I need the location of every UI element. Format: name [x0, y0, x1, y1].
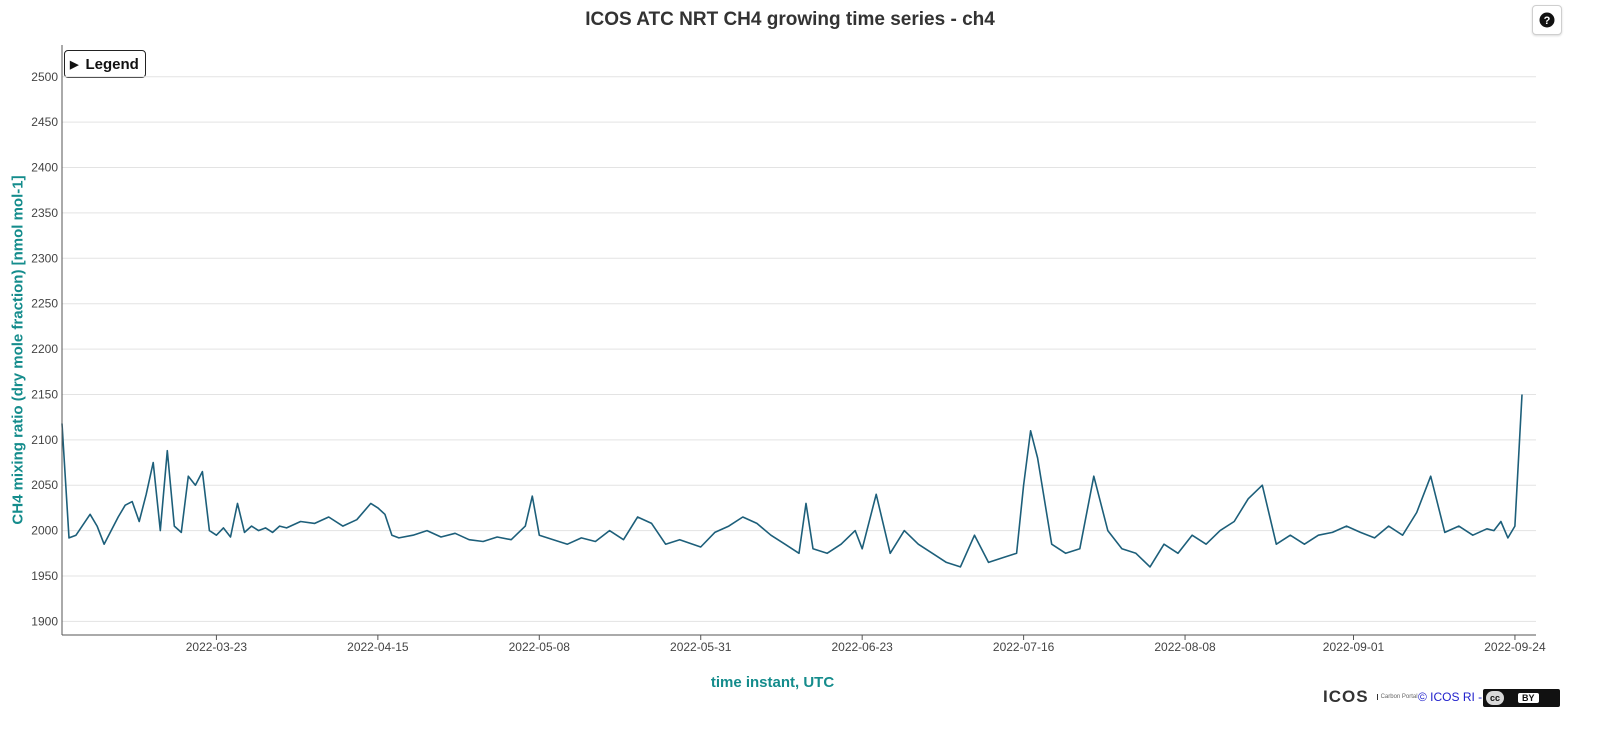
legend-toggle-button[interactable]: ▶ Legend	[64, 50, 146, 78]
x-tick-label: 2022-09-24	[1484, 640, 1546, 654]
y-tick-label: 2150	[31, 387, 58, 401]
x-tick-label: 2022-04-15	[347, 640, 409, 654]
x-tick-label: 2022-09-01	[1323, 640, 1385, 654]
grid-lines	[62, 76, 1536, 622]
y-tick-label: 2300	[31, 251, 58, 265]
help-button[interactable]: ?	[1532, 5, 1562, 35]
chart-title: ICOS ATC NRT CH4 growing time series - c…	[585, 9, 995, 30]
series-line	[61, 394, 1523, 568]
cc-icon: cc	[1486, 691, 1504, 705]
cc-license-badge[interactable]: cc BY	[1483, 689, 1560, 707]
x-tick-label: 2022-05-31	[670, 640, 732, 654]
y-axis-label: CH4 mixing ratio (dry mole fraction) [nm…	[9, 175, 27, 525]
x-tick-label: 2022-03-23	[186, 640, 248, 654]
x-tick-label: 2022-07-16	[993, 640, 1055, 654]
x-axis-ticks: 2022-03-23 2022-04-15 2022-05-08 2022-05-31…	[186, 635, 1546, 654]
y-axis-ticks: 1900 1950 2000 2050 2100 2150 2200 2250 2300 2350…	[31, 70, 58, 629]
series-group	[61, 394, 1523, 568]
axes	[61, 45, 1536, 636]
y-tick-label: 2400	[31, 161, 58, 175]
question-circle-icon: ?	[1539, 12, 1555, 28]
icos-logo-subtext: Carbon Portal	[1376, 694, 1418, 700]
x-tick-label: 2022-08-08	[1154, 640, 1216, 654]
triangle-right-icon: ▶	[70, 58, 79, 71]
y-tick-label: 1950	[31, 569, 58, 583]
y-tick-label: 2350	[31, 206, 58, 220]
legend-label: Legend	[85, 55, 139, 73]
y-tick-label: 2100	[31, 433, 58, 447]
y-tick-label: 2500	[31, 70, 58, 84]
icos-logo[interactable]: ICOS Carbon Portal	[1323, 686, 1418, 708]
y-tick-label: 2050	[31, 478, 58, 492]
y-tick-label: 1900	[31, 614, 58, 628]
y-tick-label: 2200	[31, 342, 58, 356]
license-by-label: BY	[1518, 693, 1539, 703]
y-tick-label: 2250	[31, 297, 58, 311]
icos-credit-link[interactable]: © ICOS RI -	[1418, 690, 1483, 704]
svg-text:?: ?	[1544, 15, 1551, 27]
icos-logo-text: ICOS	[1323, 687, 1369, 706]
x-tick-label: 2022-06-23	[831, 640, 893, 654]
y-tick-label: 2450	[31, 115, 58, 129]
y-tick-label: 2000	[31, 524, 58, 538]
x-tick-label: 2022-05-08	[509, 640, 571, 654]
x-axis-label: time instant, UTC	[710, 674, 835, 691]
